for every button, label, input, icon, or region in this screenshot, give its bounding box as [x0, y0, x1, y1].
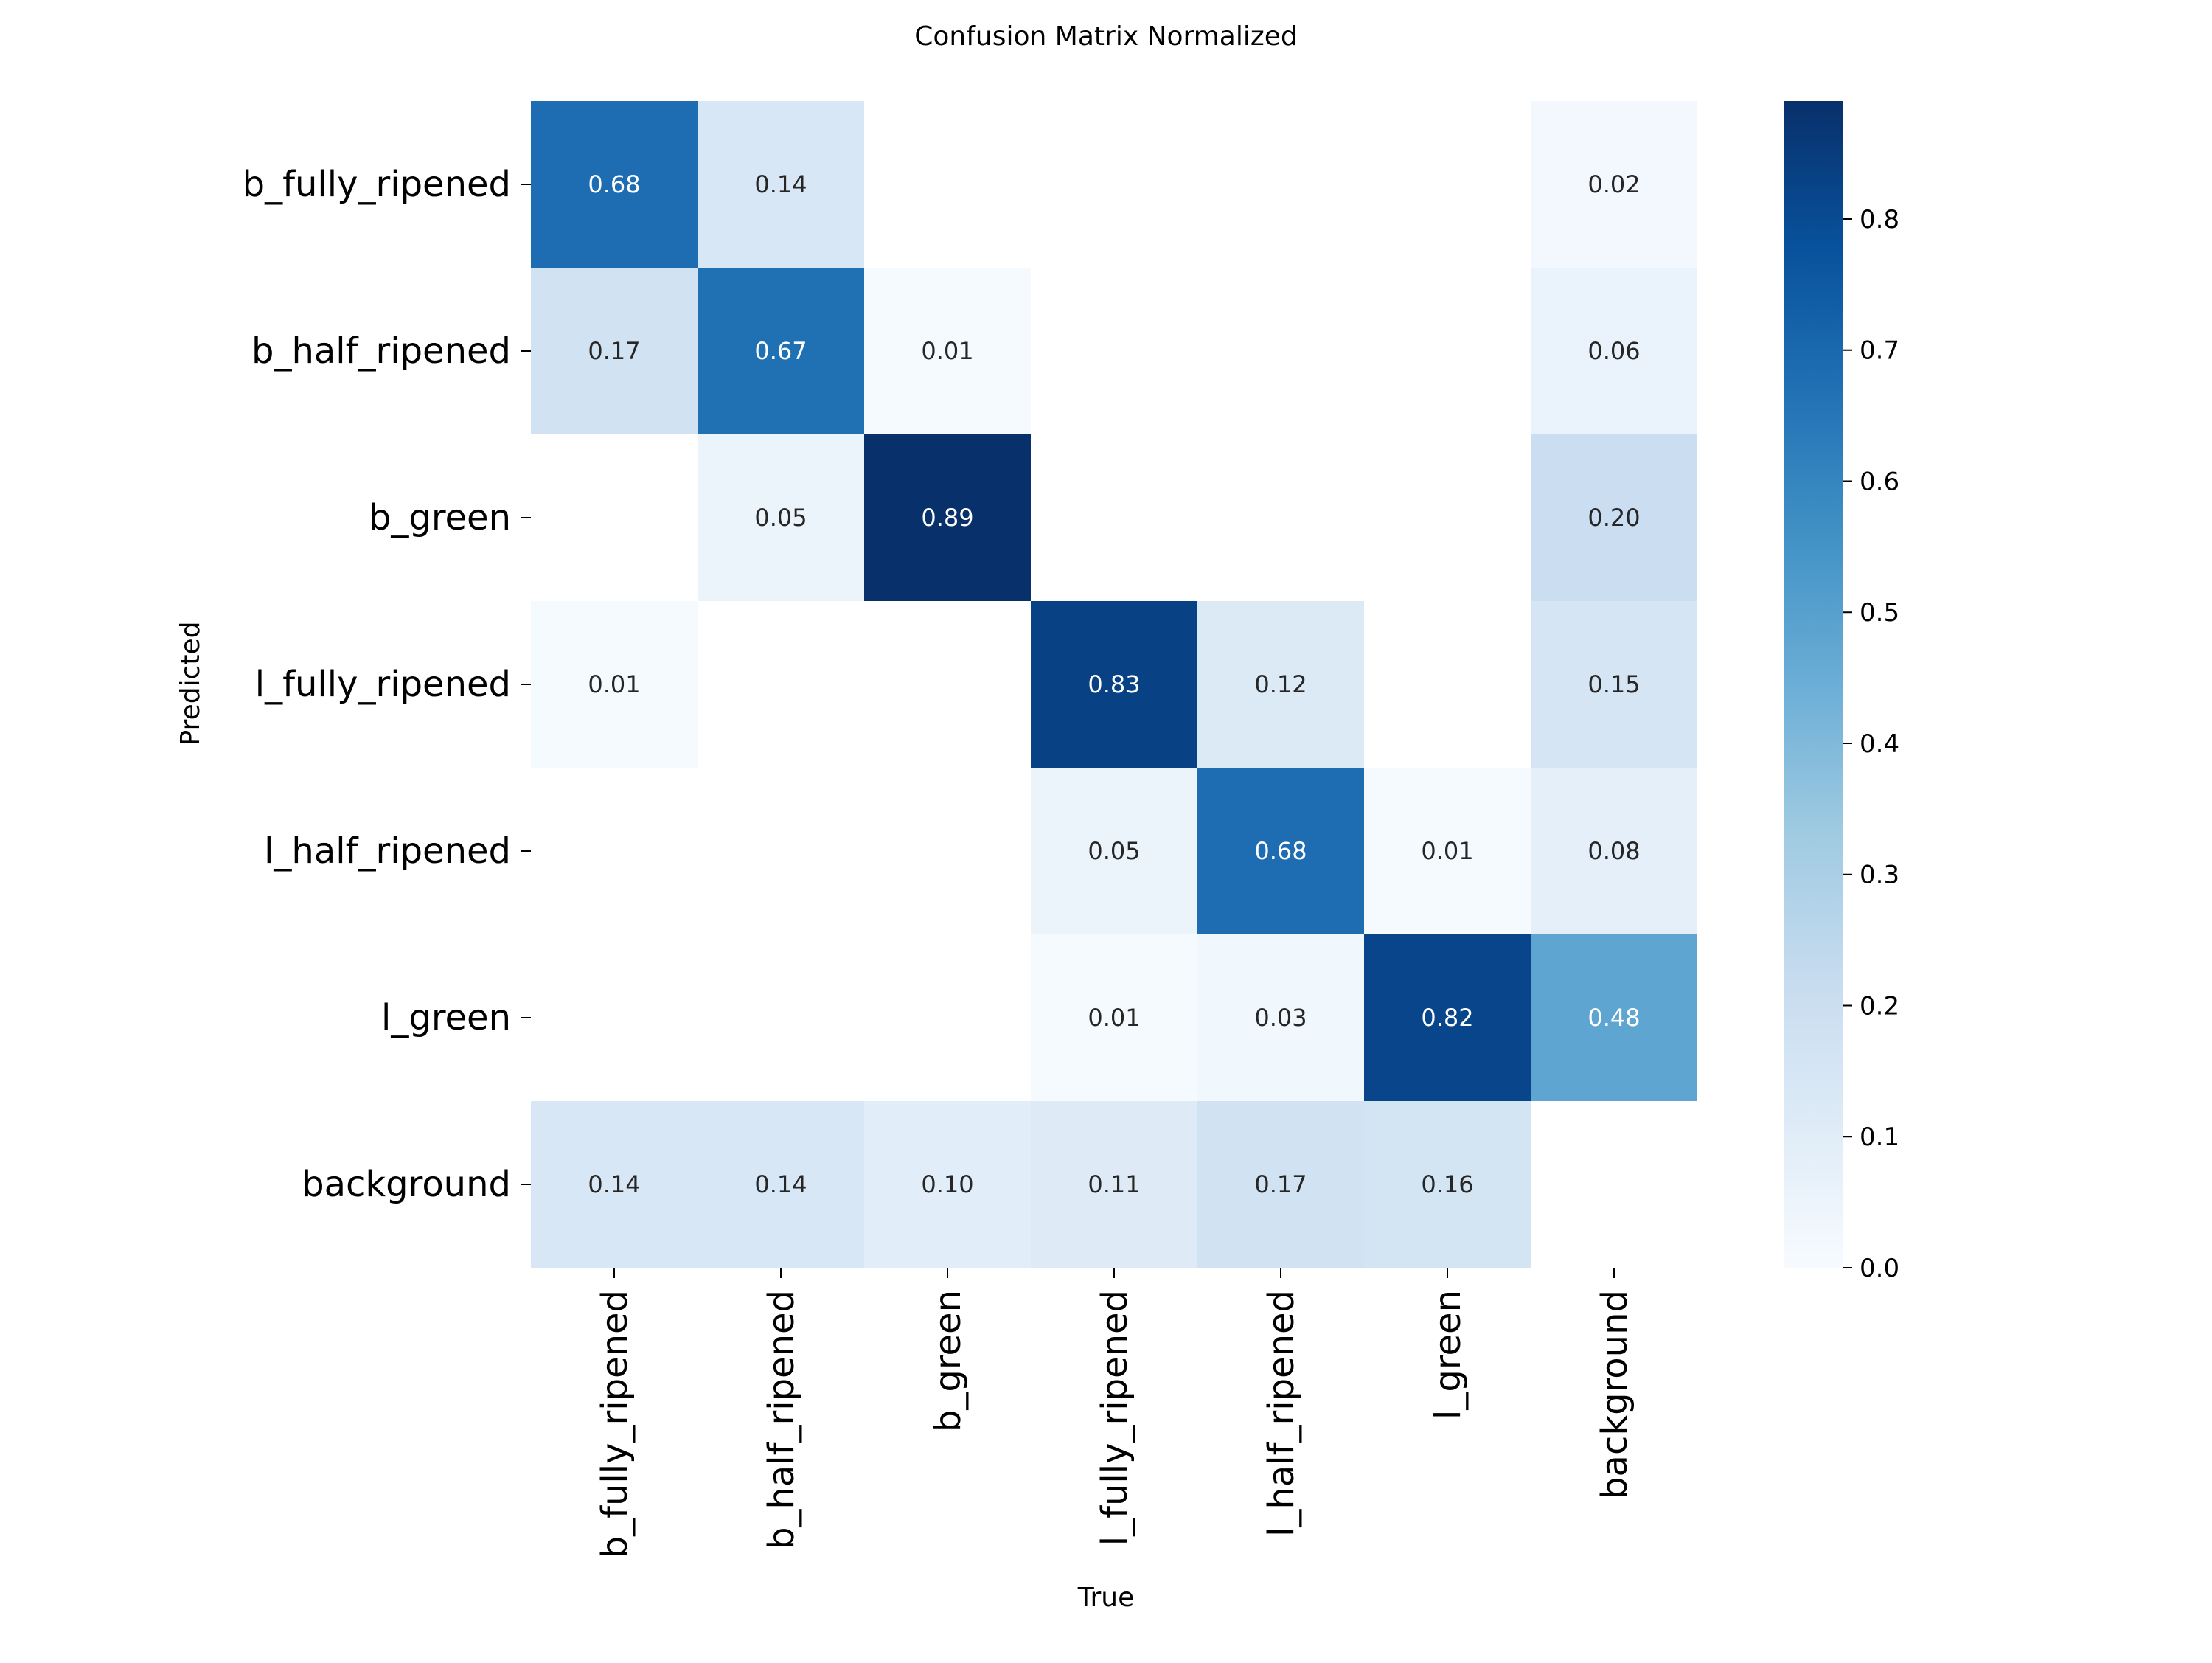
y-tick-label: b_half_ripened [251, 330, 511, 372]
chart-title: Confusion Matrix Normalized [914, 21, 1297, 52]
heatmap-cell [1531, 601, 1697, 768]
y-tick-label: l_green [381, 997, 511, 1038]
heatmap-cell [864, 268, 1031, 434]
cell-value-label: 0.68 [588, 170, 640, 198]
cell-value-label: 0.05 [1088, 837, 1140, 865]
heatmap-cell [1364, 768, 1531, 934]
heatmap-cell [864, 434, 1031, 601]
colorbar-tick-label: 0.7 [1860, 336, 1899, 366]
colorbar-tick-label: 0.1 [1860, 1122, 1899, 1152]
heatmap-cell [1197, 768, 1364, 934]
x-tick-label: l_half_ripened [1261, 1290, 1302, 1537]
cell-value-label: 0.48 [1587, 1004, 1640, 1032]
cell-value-label: 0.82 [1421, 1004, 1473, 1032]
heatmap-cell [698, 268, 864, 434]
heatmap-cell [531, 1101, 698, 1268]
heatmap-cells: 0.68 0.14 0.02 0.17 0.67 0.01 0.06 0.05 0.89 0.20… [531, 101, 1697, 1268]
cell-value-label: 0.89 [921, 504, 973, 532]
cell-value-label: 0.06 [1587, 337, 1640, 365]
cell-value-label: 0.15 [1587, 670, 1640, 698]
cell-value-label: 0.67 [754, 337, 807, 365]
heatmap-cell [1197, 934, 1364, 1101]
colorbar-tick-label: 0.0 [1860, 1254, 1899, 1283]
colorbar-tick-label: 0.4 [1860, 729, 1899, 759]
cell-value-label: 0.10 [921, 1170, 973, 1198]
colorbar-ticks: 0.0 0.1 0.2 0.3 0.4 0.5 0.6 0.7 0.8 [1843, 205, 1899, 1283]
heatmap-cell [531, 601, 698, 768]
heatmap-cell [1531, 268, 1697, 434]
cell-value-label: 0.02 [1587, 170, 1640, 198]
heatmap-cell [1531, 101, 1697, 268]
colorbar-tick-label: 0.6 [1860, 467, 1899, 496]
heatmap-cell [1364, 934, 1531, 1101]
heatmap-cell [531, 101, 698, 268]
cell-value-label: 0.05 [754, 504, 807, 532]
x-tick-label: l_fully_ripened [1094, 1290, 1135, 1546]
cell-value-label: 0.11 [1088, 1170, 1140, 1198]
cell-value-label: 0.17 [588, 337, 640, 365]
heatmap-cell [1531, 434, 1697, 601]
cell-value-label: 0.01 [1421, 837, 1473, 865]
y-tick-labels: b_fully_ripened b_half_ripened b_green l_fu… [243, 164, 531, 1205]
heatmap-cell [1031, 601, 1197, 768]
y-axis-label: Predicted [175, 622, 206, 746]
heatmap-cell [698, 1101, 864, 1268]
heatmap-cell [1031, 934, 1197, 1101]
cell-value-label: 0.14 [754, 1170, 807, 1198]
cell-value-label: 0.01 [1088, 1004, 1140, 1032]
colorbar-tick-label: 0.5 [1860, 598, 1899, 628]
colorbar-tick-label: 0.3 [1860, 861, 1899, 890]
cell-value-label: 0.01 [921, 337, 973, 365]
cell-value-label: 0.14 [754, 170, 807, 198]
y-tick-label: background [302, 1164, 511, 1205]
heatmap-cell [1031, 768, 1197, 934]
x-tick-label: background [1594, 1290, 1635, 1499]
cell-value-label: 0.01 [588, 670, 640, 698]
heatmap-cell [698, 101, 864, 268]
x-tick-label: b_fully_ripened [594, 1290, 636, 1558]
cell-value-label: 0.68 [1254, 837, 1307, 865]
colorbar-tick-label: 0.2 [1860, 991, 1899, 1021]
x-tick-labels: b_fully_ripened b_half_ripened b_green l_fu… [594, 1268, 1635, 1558]
y-tick-label: b_green [369, 497, 511, 538]
heatmap-cell [1031, 1101, 1197, 1268]
cell-value-label: 0.17 [1254, 1170, 1307, 1198]
cell-value-label: 0.20 [1587, 504, 1640, 532]
x-tick-label: b_half_ripened [761, 1290, 802, 1549]
x-tick-label: b_green [928, 1290, 969, 1432]
y-tick-label: b_fully_ripened [243, 164, 511, 205]
heatmap-cell [1364, 1101, 1531, 1268]
y-tick-label: l_half_ripened [264, 830, 511, 872]
x-axis-label: True [1077, 1583, 1134, 1613]
colorbar [1784, 101, 1843, 1268]
heatmap-cell [864, 1101, 1031, 1268]
cell-value-label: 0.14 [588, 1170, 640, 1198]
heatmap-cell [1197, 601, 1364, 768]
cell-value-label: 0.16 [1421, 1170, 1473, 1198]
cell-value-label: 0.03 [1254, 1004, 1307, 1032]
cell-value-label: 0.12 [1254, 670, 1307, 698]
colorbar-tick-label: 0.8 [1860, 205, 1899, 235]
heatmap-cell [531, 268, 698, 434]
x-tick-label: l_green [1427, 1290, 1469, 1420]
y-tick-label: l_fully_ripened [255, 664, 511, 705]
heatmap-cell [1197, 1101, 1364, 1268]
heatmap-cell [698, 434, 864, 601]
heatmap-cell [1531, 768, 1697, 934]
cell-value-label: 0.83 [1088, 670, 1140, 698]
cell-value-label: 0.08 [1587, 837, 1640, 865]
heatmap-cell [1531, 934, 1697, 1101]
